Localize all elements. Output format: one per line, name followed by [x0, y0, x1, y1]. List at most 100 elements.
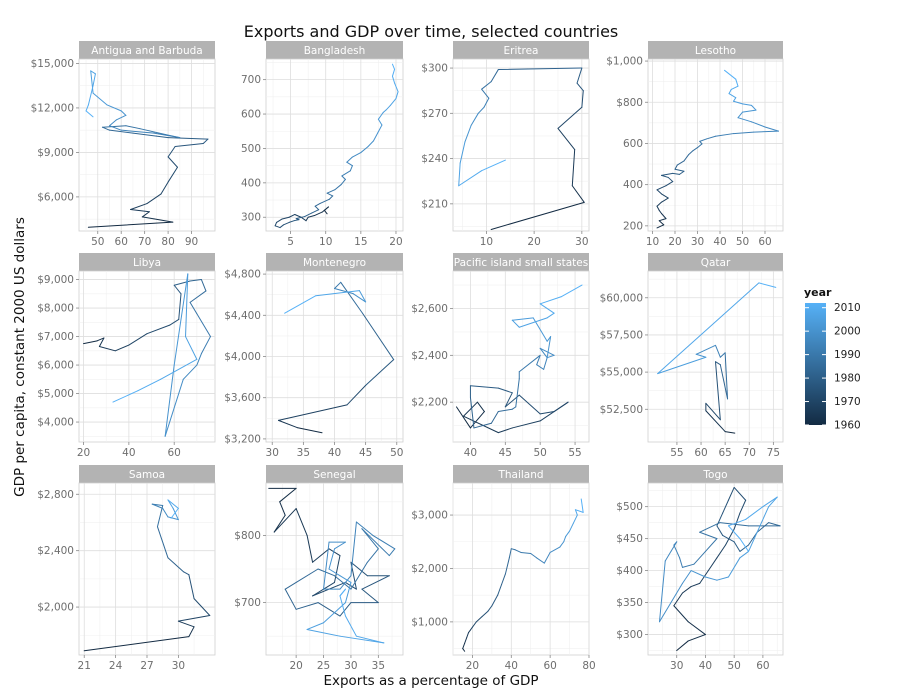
series-segment	[483, 97, 490, 108]
y-tick-label: $9,000	[37, 274, 74, 286]
series-segment	[737, 117, 752, 123]
series-segment	[382, 109, 387, 113]
series-segment	[475, 616, 483, 623]
series-segment	[355, 521, 374, 536]
series-segment	[681, 586, 692, 594]
series-segment	[139, 128, 167, 136]
series-segment	[328, 195, 334, 200]
series-segment	[727, 518, 747, 527]
series-segment	[156, 526, 169, 559]
series-segment	[536, 354, 541, 366]
x-tick-label: 60	[543, 660, 556, 672]
series-segment	[733, 541, 741, 552]
series-segment	[681, 563, 695, 568]
panel-background	[265, 58, 404, 232]
series-segment	[372, 534, 396, 550]
y-tick-label: $800	[234, 530, 261, 542]
facet-strip	[266, 253, 403, 271]
series-segment	[735, 78, 739, 87]
x-tick-label: 20	[389, 236, 402, 248]
series-segment	[676, 640, 689, 652]
series-segment	[98, 337, 105, 348]
series-segment	[481, 610, 489, 618]
series-segment	[85, 104, 89, 112]
y-tick-label: 400	[241, 177, 261, 189]
series-segment	[716, 525, 724, 536]
series-segment	[466, 632, 470, 639]
series-segment	[661, 197, 669, 203]
series-segment	[508, 548, 512, 559]
series-segment	[350, 561, 368, 577]
series-segment	[339, 602, 352, 617]
y-tick-label: 200	[623, 220, 643, 232]
x-tick-label: 70	[138, 236, 151, 248]
series-segment	[167, 499, 174, 509]
series-segment	[539, 347, 555, 356]
series-segment	[377, 118, 383, 126]
series-segment	[167, 516, 179, 521]
facet-panels: Antigua and Barbuda 50 60 70 80 90 $6,000 $9,00…	[31, 41, 784, 672]
series-segment	[202, 138, 209, 145]
x-tick-label: 20	[527, 236, 540, 248]
series-segment	[679, 170, 685, 175]
series-segment	[273, 508, 297, 533]
series-segment	[130, 209, 150, 213]
y-tick-label: $300	[421, 63, 448, 75]
series-segment	[462, 642, 466, 650]
series-segment	[351, 152, 362, 158]
series-segment	[346, 384, 367, 406]
series-segment	[748, 506, 770, 552]
series-segment	[155, 135, 169, 139]
series-segment	[574, 509, 578, 516]
series-segment	[462, 648, 466, 652]
series-segment	[277, 404, 348, 421]
x-tick-label: 50	[727, 660, 740, 672]
series-segment	[742, 109, 757, 113]
series-segment	[539, 411, 555, 415]
facet-strip-label: Antigua and Barbuda	[91, 45, 202, 57]
series-segment	[188, 574, 195, 600]
series-segment	[314, 205, 320, 211]
series-segment	[716, 576, 729, 581]
x-tick-label: 60	[115, 236, 128, 248]
series-segment	[189, 279, 202, 282]
series-segment	[673, 605, 689, 623]
series-segment	[699, 570, 709, 584]
series-segment	[313, 211, 323, 217]
series-segment	[557, 106, 583, 129]
y-tick-label: $4,000	[224, 351, 261, 363]
series-segment	[688, 150, 694, 156]
facet-strip	[648, 41, 783, 59]
y-tick-label: $1,000	[606, 56, 643, 68]
series-segment	[366, 548, 379, 563]
series-segment	[581, 90, 584, 108]
series-segment	[96, 337, 105, 342]
series-segment	[288, 220, 295, 223]
series-segment	[497, 427, 513, 434]
series-segment	[476, 401, 485, 413]
series-segment	[274, 221, 278, 227]
panel-background	[647, 58, 784, 232]
series-segment	[658, 220, 665, 226]
y-tick-label: $270	[421, 108, 448, 120]
series-segment	[283, 221, 290, 226]
series-segment	[120, 129, 155, 134]
panel-background	[647, 482, 784, 656]
y-tick-label: $4,000	[37, 417, 74, 429]
series-segment	[276, 218, 283, 223]
series-segment	[758, 282, 777, 288]
x-tick-label: 40	[505, 660, 518, 672]
series-segment	[146, 324, 171, 335]
series-segment	[764, 126, 779, 132]
series-segment	[196, 313, 211, 338]
series-segment	[200, 336, 211, 355]
series-segment	[162, 507, 169, 518]
y-tick-label: $15,000	[31, 58, 74, 70]
series-segment	[673, 592, 683, 607]
x-tick-label: 90	[185, 236, 198, 248]
series-segment	[536, 364, 545, 370]
series-segment	[120, 110, 127, 116]
facet-strip-label: Thailand	[497, 469, 543, 481]
year-legend: year 2010 2000 1990 1980 1970 1960	[804, 286, 861, 432]
series-segment	[469, 626, 473, 631]
